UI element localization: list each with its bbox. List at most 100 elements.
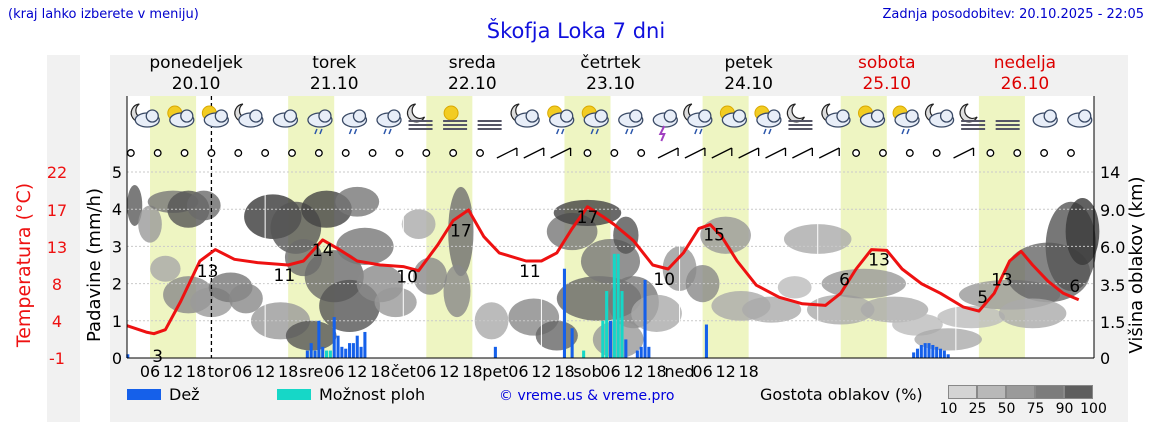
calm-wind-circle bbox=[905, 149, 914, 157]
day-name: ponedeljek bbox=[149, 53, 243, 73]
rain-bar bbox=[647, 346, 651, 358]
x-tick-label: ned bbox=[665, 362, 695, 381]
cloud-density-swatch bbox=[977, 385, 1006, 399]
rain-drop bbox=[694, 128, 698, 135]
cloud-density-patch bbox=[335, 186, 380, 217]
moon-fog-icon bbox=[959, 103, 986, 130]
wind-marker bbox=[818, 147, 840, 159]
cloud-density-patch bbox=[685, 265, 720, 303]
legend-shower-swatch bbox=[277, 389, 311, 400]
cloud-puff bbox=[629, 109, 643, 123]
rain-bar bbox=[919, 344, 923, 358]
temperature-label: 13 bbox=[991, 270, 1013, 290]
cloud-density-scale-label: 10 bbox=[939, 401, 958, 417]
cloud-density-patch bbox=[937, 305, 1005, 329]
moon-shape bbox=[406, 103, 426, 123]
moon-cloud-icon bbox=[234, 103, 264, 128]
wind-barb-shaft bbox=[765, 147, 786, 159]
shower-bar bbox=[328, 350, 332, 358]
calm-wind-circle bbox=[153, 149, 162, 157]
calm-wind-circle bbox=[878, 149, 887, 157]
day-name: sobota bbox=[858, 53, 916, 73]
calm-wind-circle bbox=[932, 149, 941, 157]
rain-drop bbox=[625, 128, 629, 135]
x-tick-label: 06 bbox=[692, 362, 712, 381]
rain-drop bbox=[630, 128, 634, 135]
temperature-label: 10 bbox=[396, 268, 418, 288]
calm-wind-circle bbox=[449, 149, 458, 157]
x-tick-label: tor bbox=[208, 362, 231, 381]
cloud-density-patch bbox=[186, 190, 221, 221]
cloud-puff bbox=[905, 109, 919, 123]
calm-wind-circle bbox=[341, 149, 350, 157]
wind-marker bbox=[610, 149, 619, 157]
cloud-density-patch bbox=[138, 205, 162, 243]
sun-cloud-icon bbox=[167, 105, 195, 128]
wind-barb-shaft bbox=[818, 147, 840, 159]
wind-marker bbox=[341, 149, 350, 157]
cloud-density-swatch bbox=[1064, 385, 1093, 399]
precip-tick-label: 4 bbox=[112, 200, 122, 219]
moon-cloud-icon bbox=[510, 103, 540, 128]
rain-drop bbox=[763, 128, 767, 135]
x-tick-label: 18 bbox=[370, 362, 390, 381]
rain-bar bbox=[704, 324, 708, 358]
cloud-rain-icon bbox=[307, 109, 333, 135]
rain-bar bbox=[608, 320, 613, 358]
calm-wind-circle bbox=[610, 149, 619, 157]
wind-marker bbox=[523, 147, 545, 159]
page-title: Škofja Loka 7 dni bbox=[486, 19, 666, 43]
shower-bar bbox=[605, 291, 609, 358]
cloud-rain-icon bbox=[618, 109, 644, 135]
wind-marker bbox=[657, 147, 679, 159]
moon-fog-icon bbox=[406, 103, 433, 130]
wind-marker bbox=[738, 147, 760, 159]
sun-fog-icon bbox=[443, 105, 468, 130]
temp-axis-title: Temperatura (°C) bbox=[13, 183, 35, 348]
x-tick-label: 06 bbox=[140, 362, 160, 381]
x-tick-label: 18 bbox=[738, 362, 758, 381]
cloud-puff bbox=[352, 109, 367, 123]
cloud-rain-icon bbox=[341, 109, 368, 135]
wind-marker bbox=[288, 149, 296, 157]
x-tick-label: 06 bbox=[232, 362, 252, 381]
cloud-puff bbox=[145, 109, 159, 123]
shower-bar bbox=[601, 320, 605, 358]
calm-wind-circle bbox=[637, 149, 646, 157]
wind-marker bbox=[986, 149, 995, 157]
rain-bar bbox=[931, 344, 935, 358]
calm-wind-circle bbox=[288, 149, 296, 157]
x-tick-label: 12 bbox=[715, 362, 735, 381]
cloud-puff bbox=[214, 109, 228, 123]
temperature-label: 10 bbox=[653, 270, 675, 290]
temp-tick-label: -1 bbox=[49, 349, 65, 368]
wind-marker bbox=[765, 147, 787, 159]
calm-wind-circle bbox=[395, 149, 404, 157]
wind-marker bbox=[234, 149, 243, 157]
rain-bar bbox=[332, 317, 336, 358]
cloud-density-patch bbox=[374, 287, 417, 318]
temp-tick-label: 22 bbox=[47, 163, 67, 182]
legend-shower-label: Možnost ploh bbox=[319, 385, 426, 404]
rain-drop bbox=[388, 128, 392, 135]
rain-bar bbox=[340, 346, 344, 358]
attribution-link[interactable]: © vreme.us & vreme.pro bbox=[499, 388, 675, 404]
calm-wind-circle bbox=[234, 149, 243, 157]
x-tick-label: 12 bbox=[439, 362, 459, 381]
wind-marker bbox=[637, 149, 646, 157]
wind-marker bbox=[878, 149, 887, 157]
lightning bbox=[658, 125, 666, 142]
wind-barb-shaft bbox=[738, 147, 759, 159]
cloud-puff bbox=[767, 109, 781, 123]
wind-marker bbox=[1040, 149, 1049, 157]
temperature-label: 11 bbox=[519, 262, 541, 282]
calm-wind-circle bbox=[180, 149, 189, 157]
moon-shape bbox=[786, 103, 805, 123]
day-name: torek bbox=[312, 53, 356, 73]
cloud-puff bbox=[663, 109, 677, 123]
day-date: 26.10 bbox=[1001, 74, 1050, 94]
rain-bar bbox=[344, 348, 348, 358]
cloud-density-scale-label: 90 bbox=[1055, 401, 1074, 417]
x-tick-label: 06 bbox=[324, 362, 344, 381]
wind-marker bbox=[261, 149, 270, 157]
